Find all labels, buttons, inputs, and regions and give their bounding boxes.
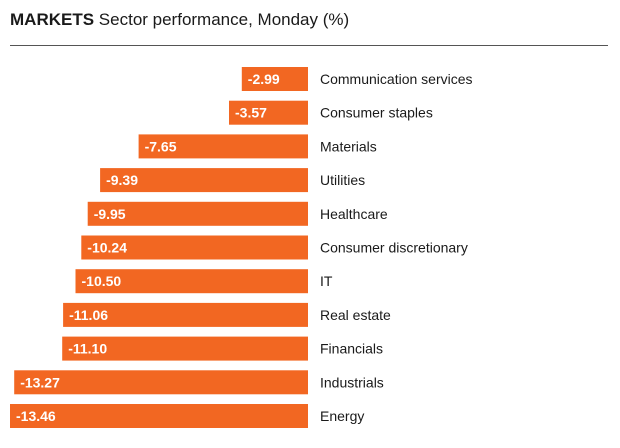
value-label: -11.06 [69, 307, 108, 323]
value-label: -9.39 [106, 172, 138, 188]
title-kicker: MARKETS [10, 10, 95, 29]
value-label: -10.24 [87, 240, 127, 256]
value-label: -13.46 [16, 408, 56, 424]
bar-communication-services [241, 67, 308, 91]
value-label: -9.95 [94, 206, 126, 222]
bar-materials [138, 134, 308, 159]
category-label: Healthcare [320, 206, 388, 222]
bar-healthcare [87, 201, 308, 226]
value-label: -10.50 [82, 273, 122, 289]
chart-title: MARKETS Sector performance, Monday (%) [10, 9, 349, 31]
bar-it [75, 269, 308, 294]
bar-energy [10, 404, 308, 428]
category-label: Utilities [320, 172, 365, 188]
bar-real-estate [63, 302, 308, 327]
value-label: -11.10 [68, 341, 107, 357]
category-label: Industrials [320, 374, 384, 390]
title-text: Sector performance, Monday (%) [98, 10, 350, 29]
value-label: -2.99 [248, 71, 280, 87]
value-label: -7.65 [145, 138, 177, 154]
category-label: Materials [320, 138, 377, 154]
bar-consumer-staples [229, 100, 308, 125]
bar-financials [62, 336, 309, 361]
category-label: Consumer staples [320, 105, 433, 121]
category-label: Financials [320, 341, 383, 357]
bar-industrials [14, 370, 308, 395]
category-label: Communication services [320, 71, 473, 87]
value-label: -13.27 [20, 374, 60, 390]
category-label: IT [320, 273, 333, 289]
category-label: Consumer discretionary [320, 240, 468, 256]
title-divider [10, 45, 608, 46]
bar-utilities [100, 168, 308, 193]
bar-consumer-discretionary [81, 235, 308, 260]
category-label: Real estate [320, 307, 391, 323]
value-label: -3.57 [235, 105, 267, 121]
category-label: Energy [320, 408, 364, 424]
